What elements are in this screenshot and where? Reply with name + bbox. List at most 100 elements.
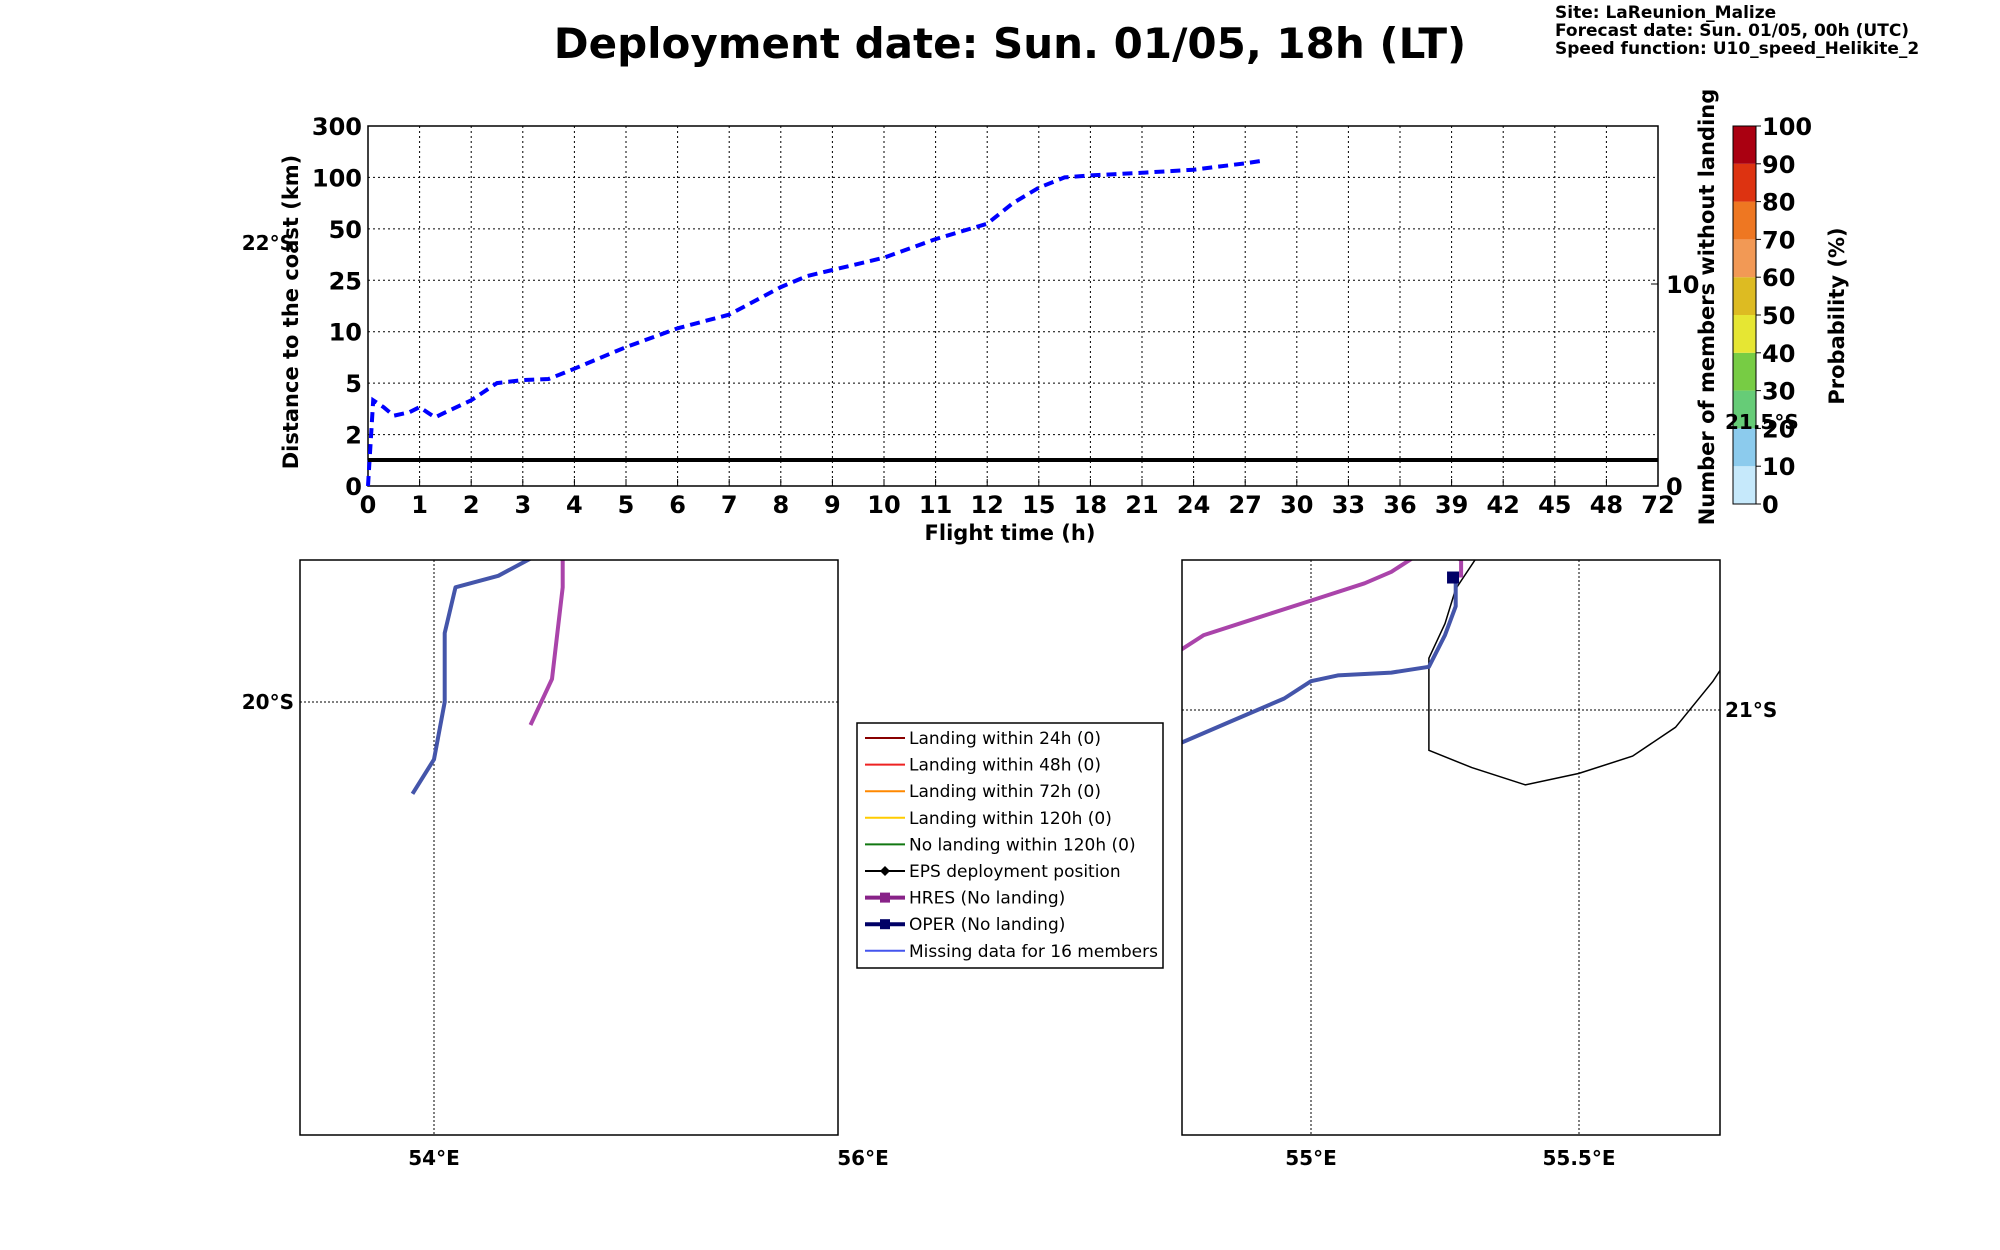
colorbar-segment: [1733, 126, 1756, 164]
colorbar-segment: [1733, 201, 1756, 240]
x-tick-label: 21: [1125, 491, 1158, 519]
figure-title: Deployment date: Sun. 01/05, 18h (LT): [554, 19, 1467, 68]
x-tick-label: 27: [1228, 491, 1261, 519]
y-tick-label: 50: [329, 216, 362, 244]
site-label: Site: LaReunion_Malize: [1555, 3, 1776, 23]
forecast-date-label: Forecast date: Sun. 01/05, 00h (UTC): [1555, 21, 1909, 41]
y-tick-label: 10: [329, 319, 362, 347]
colorbar-segment: [1733, 277, 1756, 315]
map-content: [1182, 560, 1720, 1135]
x-tick-label: 45: [1538, 491, 1571, 519]
x-tick-label: 10: [867, 491, 900, 519]
x-tick-label: 18: [1074, 491, 1107, 519]
map-lon-label: 56°E: [837, 1146, 889, 1170]
map-lat-label: 20°S: [242, 690, 294, 714]
oper-track: [410, 560, 533, 795]
map-frame: [1181, 559, 1721, 1136]
colorbar-tick-label: 60: [1762, 264, 1795, 292]
x-tick-label: 8: [772, 491, 789, 519]
map-frame: [299, 559, 839, 1136]
legend-label: Landing within 48h (0): [909, 756, 1101, 776]
legend: Landing within 24h (0) Landing within 48h…: [856, 722, 1164, 969]
colorbar-tick-label: 10: [1762, 453, 1795, 481]
x-tick-label: 9: [824, 491, 841, 519]
x-axis-label: Flight time (h): [925, 521, 1096, 545]
colorbar-tick-label: 40: [1762, 340, 1795, 368]
colorbar-tick-label: 50: [1762, 302, 1795, 330]
colorbar-tick-label: 0: [1762, 491, 1779, 519]
colorbar-segment: [1733, 239, 1756, 278]
y-tick-label: 2: [345, 422, 362, 450]
y-tick-label: 5: [345, 370, 362, 398]
colorbar-segment: [1733, 466, 1756, 504]
legend-marker: [880, 866, 890, 876]
y-tick-label: 25: [329, 267, 362, 295]
reunion-coastline: [696, 385, 829, 502]
oper-deployment-marker: [1447, 571, 1460, 584]
x-tick-label: 0: [360, 491, 377, 519]
legend-marker: [880, 892, 890, 903]
x-tick-label: 30: [1280, 491, 1313, 519]
colorbar-segment: [1733, 315, 1756, 353]
legend-label: Landing within 24h (0): [909, 729, 1101, 749]
x-tick-label: 72: [1641, 491, 1674, 519]
legend-label: OPER (No landing): [909, 915, 1065, 935]
colorbar-tick-label: 80: [1762, 189, 1795, 217]
x-tick-label: 15: [1022, 491, 1055, 519]
map-lon-label: 54°E: [408, 1146, 460, 1170]
colorbar-segment: [1733, 163, 1756, 202]
map-lat-label: 22°S: [242, 231, 294, 255]
x-tick-label: 39: [1435, 491, 1468, 519]
probability-colorbar: 0 10 20 30 40 50 60 70 80 90 100: [1732, 113, 1812, 519]
x-tick-label: 36: [1383, 491, 1416, 519]
x-tick-label: 11: [919, 491, 952, 519]
colorbar-segment: [1733, 428, 1756, 467]
legend-label: Missing data for 16 members: [909, 942, 1158, 962]
distance-line: [366, 158, 1263, 487]
hres-track: [528, 560, 565, 726]
legend-frame: [856, 722, 1164, 969]
x-tick-label: 7: [721, 491, 738, 519]
colorbar-label: Probability (%): [1825, 227, 1849, 404]
colorbar-tick-label: 90: [1762, 151, 1795, 179]
legend-label: No landing within 120h (0): [909, 835, 1136, 855]
legend-marker: [880, 919, 890, 930]
x-tick-label: 33: [1332, 491, 1365, 519]
y-tick-label: 100: [312, 164, 362, 192]
x-tick-label: 24: [1177, 491, 1210, 519]
mauritius-coastline: [1153, 583, 1250, 707]
map-lat-label: 21°S: [1725, 698, 1777, 722]
colorbar-tick-label: 20: [1762, 415, 1795, 443]
x-tick-label: 6: [669, 491, 686, 519]
x-tick-label: 5: [618, 491, 635, 519]
colorbar-tick-label: 70: [1762, 226, 1795, 254]
y2-axis-label: Number of members without landing: [1695, 89, 1719, 526]
zoomed-map: 55°E 55.5°E 21°S 21.5°S: [1181, 410, 1799, 1170]
y2-tick-label: 0: [1666, 473, 1683, 501]
hres-track: [1182, 560, 1464, 652]
x-tick-label: 4: [566, 491, 583, 519]
x-tick-label: 12: [970, 491, 1003, 519]
oper-track: [1182, 577, 1458, 745]
x-tick-label: 2: [463, 491, 480, 519]
legend-label: EPS deployment position: [909, 862, 1121, 882]
map-lon-label: 55°E: [1285, 1146, 1337, 1170]
map-lat-label: 21.5°S: [1725, 410, 1799, 434]
colorbar-tick-label: 100: [1762, 113, 1812, 141]
x-tick-label: 48: [1590, 491, 1623, 519]
reunion-coastline: [1428, 560, 1720, 786]
distance-chart: 0 1 2 3 4 5 6 7 8 9 10 11 12 15 18 21 24 27 30 33 36 39 42 45 48…: [312, 113, 1700, 519]
x-tick-label: 42: [1486, 491, 1519, 519]
y-tick-label: 0: [345, 473, 362, 501]
x-tick-label: 1: [411, 491, 428, 519]
colorbar-segment: [1733, 352, 1756, 391]
regional-map: 54°E 56°E 20°S 22°S: [242, 231, 1250, 1170]
y-tick-label: 300: [312, 113, 362, 141]
legend-label: Landing within 120h (0): [909, 809, 1112, 829]
y2-tick-label: 10: [1666, 271, 1699, 299]
legend-label: Landing within 72h (0): [909, 782, 1101, 802]
colorbar-tick-label: 30: [1762, 378, 1795, 406]
speed-function-label: Speed function: U10_speed_Helikite_2: [1555, 39, 1919, 59]
map-lon-label: 55.5°E: [1542, 1146, 1615, 1170]
